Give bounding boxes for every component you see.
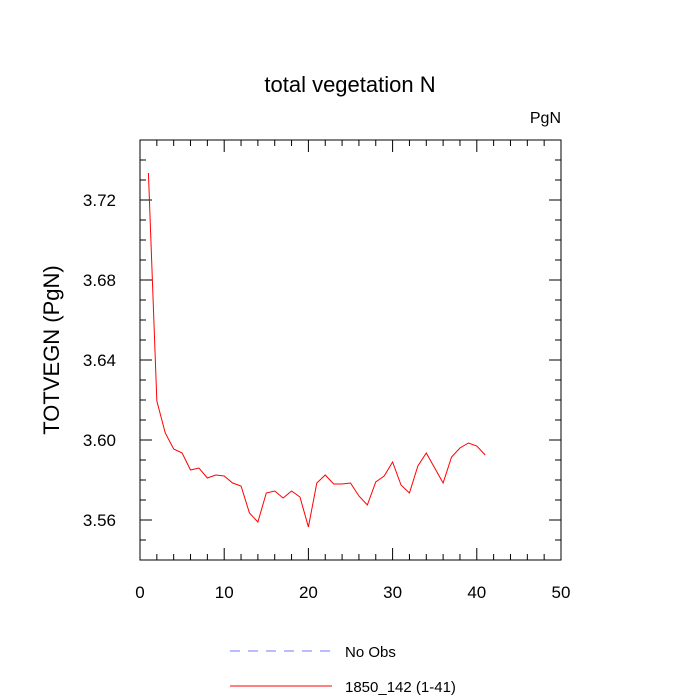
- x-tick-label: 10: [215, 583, 234, 602]
- x-tick-label: 0: [135, 583, 144, 602]
- legend-label-1850-142: 1850_142 (1-41): [345, 679, 456, 696]
- legend: No Obs 1850_142 (1-41): [230, 644, 456, 696]
- y-tick-label: 3.64: [83, 351, 116, 370]
- y-axis-label: TOTVEGN (PgN): [39, 265, 64, 435]
- x-tick-label: 30: [383, 583, 402, 602]
- legend-label-no-obs: No Obs: [345, 644, 396, 661]
- plot-frame: [139, 139, 562, 561]
- y-tick-label: 3.56: [83, 511, 116, 530]
- ticks-layer: 0 10 20 30 40 50 3.56 3.60 3.64 3.68 3.72: [83, 139, 571, 602]
- y-tick-label: 3.68: [83, 271, 116, 290]
- series-line-0: [147, 172, 486, 528]
- y-tick-label: 3.60: [83, 431, 116, 450]
- chart-title: total vegetation N: [264, 72, 435, 97]
- series-layer: [147, 172, 486, 528]
- units-label: PgN: [530, 110, 561, 127]
- x-tick-label: 20: [299, 583, 318, 602]
- y-tick-label: 3.72: [83, 191, 116, 210]
- x-tick-label: 50: [552, 583, 571, 602]
- x-tick-label: 40: [467, 583, 486, 602]
